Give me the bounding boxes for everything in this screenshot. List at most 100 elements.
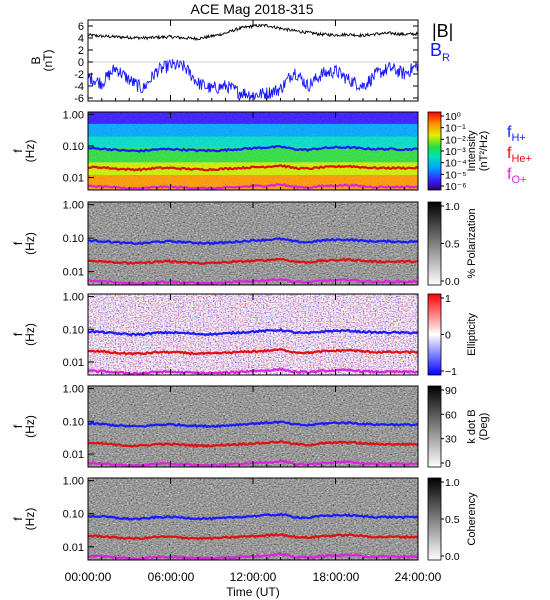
kdotb-ytick-label-0: 1.00 [63, 384, 84, 396]
panel-coherency: 1.00 0.10 0.01 f(Hz) 1.0 0.5 0.0 Coherency [11, 476, 478, 563]
legend-f-he-sub: He+ [511, 153, 532, 165]
intensity-colorbar-tick-label-2: 10⁻² [445, 134, 466, 146]
polarization-ylabel-f: f [11, 241, 25, 245]
legend-f-h-sub: H+ [511, 132, 525, 144]
kdotb-colorbar-label-1: (Deg) [478, 413, 490, 441]
kdotb-ylabel-unit: (Hz) [23, 415, 37, 438]
coherency-ylabel-f: f [11, 517, 25, 521]
legend-b-r-sub: R [442, 52, 450, 64]
ellipticity-series-line-h [87, 327, 419, 337]
kdotb-colorbar-label-0: k dot B [466, 409, 478, 443]
intensity-colorbar-label-0: Intensity [466, 130, 478, 171]
intensity-colorbar-tick-label-5: 10⁻⁵ [445, 169, 467, 181]
ellipticity-series-line-he [87, 348, 419, 356]
cyclotron-frequency-legend: fH+ fHe+ fO+ [507, 124, 532, 186]
polarization-series-line-he [87, 257, 419, 265]
legend-f-o-sub: O+ [511, 174, 526, 186]
kdotb-colorbar-tick-label-1: 60 [445, 409, 457, 421]
mag-ylabel-unit: (nT) [41, 50, 55, 72]
coherency-colorbar-label-0: Coherency [466, 492, 478, 546]
ellipticity-ytick-label-0: 1.00 [63, 292, 84, 304]
coherency-ytick-label-1: 0.10 [63, 509, 84, 521]
ellipticity-colorbar-tick-label-0: 1 [445, 293, 451, 305]
polarization-colorbar-tick-label-1: 0.5 [445, 239, 460, 251]
intensity-colorbar-tick-label-6: 10⁻⁶ [445, 181, 467, 193]
legend-b-total: |B| [432, 21, 453, 41]
legend-f-h-main: f [507, 124, 512, 141]
panel-kdotb: 1.00 0.10 0.01 f(Hz) 90 60 30 0 k dot B (Deg) [11, 384, 490, 470]
panel-intensity: 1.00 0.10 0.01 f(Hz) 10⁰10⁻¹10⁻²10⁻³10⁻⁴10⁻⁵… [11, 109, 490, 193]
polarization-ylabel-unit: (Hz) [23, 232, 37, 255]
intensity-colorbar-tick-label-1: 10⁻¹ [445, 123, 466, 135]
mag-ytick-label-5: -4 [74, 81, 84, 93]
coherency-series-line-he [87, 532, 419, 541]
coherency-colorbar-tick-label-2: 0.0 [445, 551, 460, 563]
mag-ylabel-b: B [29, 56, 43, 64]
time-tick-label-3: 18:00:00 [313, 570, 360, 584]
mag-ytick-label-0: 6 [78, 21, 84, 33]
intensity-colorbar-label-1: (nT²/Hz) [478, 131, 490, 171]
coherency-colorbar [427, 477, 442, 561]
ellipticity-ytick-label-2: 0.01 [63, 357, 84, 369]
time-tick-label-0: 00:00:00 [65, 570, 112, 584]
time-axis: 00:00:00 06:00:00 12:00:00 18:00:00 24:0… [65, 570, 442, 599]
kdotb-series-line-h [87, 420, 419, 429]
polarization-ytick-label-0: 1.00 [63, 200, 84, 212]
polarization-colorbar-label-0: % Polarization [466, 208, 478, 278]
figure-title: ACE Mag 2018-315 [191, 1, 314, 17]
series-line-b-r [87, 58, 419, 101]
intensity-ytick-label-2: 0.01 [63, 172, 84, 184]
ellipticity-colorbar-tick-label-2: −1 [445, 366, 457, 378]
intensity-ylabel-f: f [11, 149, 25, 153]
intensity-colorbar-tick-label-0: 10⁰ [445, 111, 462, 123]
intensity-ytick-label-0: 1.00 [63, 109, 84, 121]
kdotb-colorbar-tick-label-3: 0 [445, 458, 451, 470]
intensity-colorbar-tick-label-3: 10⁻³ [445, 146, 466, 158]
intensity-colorbar-tick-label-4: 10⁻⁴ [445, 158, 467, 170]
polarization-ytick-label-2: 0.01 [63, 267, 84, 279]
kdotb-colorbar [427, 385, 442, 468]
polarization-ytick-label-1: 0.10 [63, 233, 84, 245]
legend-f-o: fO+ [507, 166, 526, 186]
kdotb-colorbar-tick-label-2: 30 [445, 434, 457, 446]
legend-f-he-main: f [507, 145, 512, 162]
intensity-ytick-label-1: 0.10 [63, 141, 84, 153]
polarization-colorbar-tick-label-0: 1.0 [445, 201, 460, 213]
magnetic-field-legend: |B| BR [430, 21, 453, 64]
mag-ytick-label-3: 0 [78, 57, 84, 69]
panel-polarization: 1.00 0.10 0.01 f(Hz) 1.0 0.5 0.0 % Polarization [11, 200, 478, 288]
coherency-ylabel-unit: (Hz) [23, 508, 37, 531]
kdotb-ylabel-f: f [11, 424, 25, 428]
intensity-colorbar [427, 111, 442, 191]
polarization-colorbar-tick-label-2: 0.0 [445, 276, 460, 288]
ellipticity-ytick-label-1: 0.10 [63, 324, 84, 336]
mag-ytick-label-1: 4 [78, 33, 84, 45]
legend-f-h: fH+ [507, 124, 526, 144]
coherency-ytick-label-0: 1.00 [63, 476, 84, 488]
legend-f-he: fHe+ [507, 145, 532, 165]
kdotb-ytick-label-2: 0.01 [63, 449, 84, 461]
coherency-ytick-label-2: 0.01 [63, 542, 84, 554]
kdotb-ytick-label-1: 0.10 [63, 416, 84, 428]
ellipticity-colorbar-label-0: Ellipticity [466, 313, 478, 356]
series-line-b-total [87, 23, 419, 42]
polarization-series-line-h [87, 236, 419, 246]
mag-ytick-label-2: 2 [78, 45, 84, 57]
time-tick-label-2: 12:00:00 [230, 570, 277, 584]
coherency-colorbar-tick-label-0: 1.0 [445, 477, 460, 489]
intensity-series-line-h [87, 145, 419, 153]
time-tick-label-4: 24:00:00 [395, 570, 442, 584]
legend-f-o-main: f [507, 166, 512, 183]
time-axis-label: Time (UT) [226, 585, 280, 599]
legend-b-r: BR [430, 40, 450, 64]
kdotb-colorbar-tick-label-0: 90 [445, 385, 457, 397]
panels-group: 6420-2-4-6B(nT)1.000.100.01f(Hz)10⁰10⁻¹1… [11, 19, 490, 563]
kdotb-series-line-he [87, 439, 419, 448]
coherency-colorbar-tick-label-1: 0.5 [445, 514, 460, 526]
ellipticity-colorbar-tick-label-1: 0 [445, 330, 451, 342]
intensity-series-line-he [87, 164, 419, 172]
polarization-colorbar [427, 201, 442, 286]
mag-ytick-label-4: -2 [74, 69, 84, 81]
